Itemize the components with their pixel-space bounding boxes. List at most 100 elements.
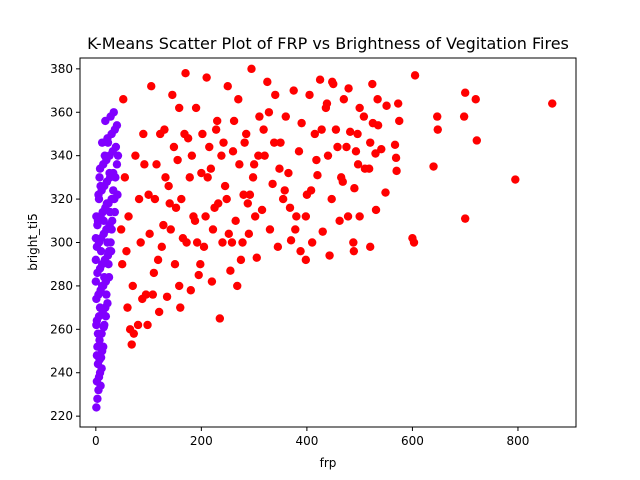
y-tick-label: 300: [50, 236, 73, 250]
scatter-point: [186, 286, 196, 295]
y-tick-label: 220: [50, 409, 73, 423]
scatter-point: [368, 79, 377, 89]
scatter-point: [301, 212, 311, 221]
scatter-point: [124, 212, 133, 221]
scatter-point: [190, 216, 200, 225]
scatter-point: [252, 253, 261, 262]
scatter-point: [198, 129, 207, 139]
scatter-point: [333, 142, 342, 152]
scatter-point: [129, 329, 139, 338]
scatter-point: [92, 212, 101, 221]
scatter-point: [171, 203, 181, 212]
scatter-point: [392, 166, 401, 176]
scatter-point: [371, 205, 381, 215]
scatter-point: [94, 194, 104, 204]
scatter-point: [350, 184, 359, 193]
scatter-point: [116, 225, 126, 234]
scatter-point: [224, 229, 233, 239]
scatter-point: [168, 90, 177, 100]
scatter-point: [109, 108, 118, 117]
scatter-point: [353, 160, 363, 169]
scatter-point: [156, 129, 165, 139]
chart-title: K-Means Scatter Plot of FRP vs Brightnes…: [87, 34, 569, 53]
scatter-point: [136, 238, 145, 247]
scatter-point: [93, 342, 102, 351]
scatter-point: [235, 160, 244, 169]
scatter-point: [147, 82, 156, 91]
scatter-point: [360, 164, 370, 173]
scatter-point: [371, 149, 380, 158]
scatter-point: [128, 281, 137, 291]
x-axis-label: frp: [320, 456, 337, 470]
scatter-point: [250, 212, 260, 221]
scatter-point: [410, 71, 420, 80]
scatter-point: [95, 173, 104, 182]
scatter-point: [312, 155, 321, 165]
scatter-point: [201, 212, 210, 221]
scatter-point: [460, 88, 470, 97]
y-tick-label: 240: [50, 366, 73, 380]
scatter-point: [176, 303, 185, 312]
scatter-point: [275, 164, 284, 173]
y-tick-label: 360: [50, 105, 73, 119]
scatter-point: [353, 129, 362, 139]
scatter-point: [105, 168, 114, 178]
scatter-point: [148, 290, 158, 299]
scatter-point: [247, 64, 256, 74]
scatter-point: [113, 151, 123, 160]
scatter-point: [297, 118, 306, 128]
scatter-point: [268, 179, 277, 189]
scatter-point: [322, 99, 332, 108]
scatter-point: [93, 394, 102, 403]
scatter-point: [391, 153, 401, 163]
scatter-point: [307, 238, 317, 247]
scatter-point: [127, 340, 136, 349]
scatter-point: [143, 320, 152, 330]
scatter-point: [111, 173, 120, 182]
scatter-point: [182, 238, 191, 247]
scatter-point: [120, 173, 130, 182]
scatter-point: [97, 281, 107, 291]
scatter-point: [187, 151, 197, 160]
scatter-point: [101, 312, 111, 321]
scatter-point: [278, 194, 288, 204]
scatter-point: [231, 216, 240, 225]
scatter-point: [245, 190, 255, 199]
scatter-series-1: [91, 108, 123, 412]
scatter-point: [359, 112, 369, 121]
scatter-point: [175, 281, 184, 291]
scatter-point: [238, 238, 247, 247]
x-tick-label: 0: [92, 434, 100, 448]
plot-frame: [79, 57, 577, 428]
scatter-point: [377, 144, 386, 154]
scatter-point: [100, 320, 109, 330]
scatter-point: [548, 99, 557, 108]
y-tick-label: 340: [50, 149, 73, 163]
scatter-point: [154, 307, 164, 317]
scatter-point: [196, 260, 205, 269]
scatter-point: [351, 147, 361, 156]
scatter-point: [301, 255, 311, 265]
x-tick-label: 600: [401, 434, 424, 448]
scatter-point: [157, 242, 166, 252]
scatter-point: [180, 129, 189, 139]
scatter-point: [194, 270, 203, 280]
scatter-point: [99, 342, 108, 351]
scatter-point: [208, 225, 218, 234]
scatter-point: [244, 229, 254, 239]
scatter-point: [222, 194, 231, 204]
scatter-point: [338, 177, 347, 186]
scatter-point: [161, 173, 170, 182]
scatter-point: [233, 281, 242, 291]
scatter-point: [131, 151, 140, 160]
scatter-point: [211, 125, 221, 134]
x-tick-label: 400: [295, 434, 318, 448]
scatter-point: [162, 292, 172, 301]
scatter-point: [223, 82, 232, 91]
y-tick-label: 280: [50, 279, 73, 293]
scatter-point: [107, 225, 116, 234]
scatter-point: [93, 329, 103, 338]
scatter-point: [349, 246, 359, 256]
scatter-point: [192, 238, 202, 247]
scatter-point: [123, 303, 132, 312]
